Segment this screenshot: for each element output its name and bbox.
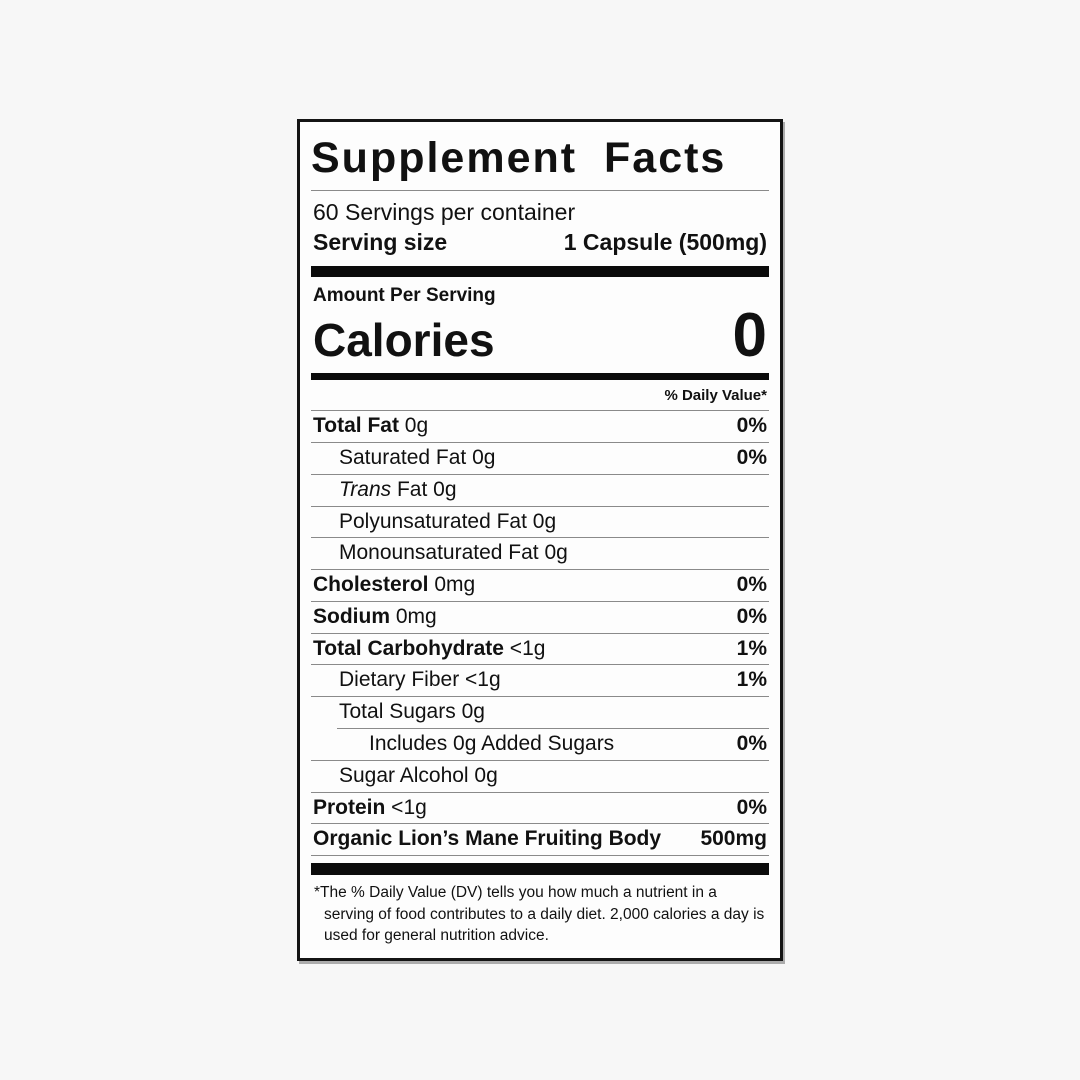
- nutrient-row: Total Carbohydrate <1g 1%: [311, 632, 769, 665]
- nutrient-name: Sodium 0mg: [313, 604, 437, 628]
- medium-divider-bar: [311, 373, 769, 381]
- amount-per-serving-label: Amount Per Serving: [313, 285, 496, 307]
- serving-size-label: Serving size: [313, 229, 448, 256]
- nutrient-row: Polyunsaturated Fat 0g: [311, 505, 769, 538]
- nutrient-name: Trans Fat 0g: [339, 477, 457, 501]
- calories-row: Calories 0: [311, 301, 769, 373]
- footnote-asterisk: *: [314, 883, 321, 901]
- nutrient-row: Dietary Fiber <1g 1%: [311, 664, 769, 696]
- nutrient-name: Saturated Fat 0g: [339, 446, 496, 470]
- nutrient-name: Total Fat 0g: [313, 414, 429, 438]
- nutrient-row: Protein <1g 0%: [311, 791, 769, 824]
- nutrient-daily-value: 0%: [736, 573, 767, 597]
- nutrient-name: Dietary Fiber <1g: [339, 668, 501, 692]
- nutrient-daily-value: 1%: [736, 668, 767, 692]
- nutrient-name: Cholesterol 0mg: [313, 573, 476, 597]
- nutrient-row: Saturated Fat 0g 0%: [311, 442, 769, 474]
- thick-divider-bar-bottom: [311, 862, 769, 875]
- nutrient-name: Includes 0g Added Sugars: [369, 731, 615, 755]
- nutrient-name: Organic Lion’s Mane Fruiting Body: [313, 827, 662, 851]
- nutrient-name: Sugar Alcohol 0g: [339, 763, 498, 787]
- nutrient-row: Sodium 0mg 0%: [311, 600, 769, 633]
- nutrient-daily-value: 0%: [736, 731, 767, 755]
- nutrient-daily-value: 0%: [736, 604, 767, 628]
- nutrient-name: Total Carbohydrate <1g: [313, 636, 546, 660]
- nutrient-daily-value: 1%: [736, 636, 767, 660]
- servings-per-container: 60 Servings per container: [313, 199, 576, 226]
- nutrient-row: Total Fat 0g 0%: [311, 410, 769, 442]
- nutrient-name: Total Sugars 0g: [339, 700, 485, 724]
- thick-divider-bar-top: [311, 266, 769, 278]
- nutrient-row: Monounsaturated Fat 0g: [311, 537, 769, 569]
- nutrient-rows: Total Fat 0g 0% Saturated Fat 0g 0% Trans Fa…: [311, 410, 769, 857]
- daily-value-header: % Daily Value*: [664, 387, 767, 405]
- nutrient-row: Total Sugars 0g: [311, 696, 769, 728]
- nutrient-daily-value: 500mg: [700, 827, 767, 851]
- nutrient-daily-value: 0%: [736, 414, 767, 438]
- supplement-facts-panel: Supplement Facts 60 Servings per contain…: [297, 119, 783, 961]
- calories-label: Calories: [313, 314, 495, 367]
- nutrient-name: Monounsaturated Fat 0g: [339, 541, 568, 565]
- nutrient-name: Polyunsaturated Fat 0g: [339, 509, 557, 533]
- calories-value: 0: [732, 301, 767, 371]
- daily-value-footnote: *The % Daily Value (DV) tells you how mu…: [311, 875, 769, 950]
- nutrient-daily-value: 0%: [736, 795, 767, 819]
- nutrient-name: Protein <1g: [313, 795, 427, 819]
- footnote-text: The % Daily Value (DV) tells you how muc…: [320, 883, 765, 945]
- nutrient-daily-value: 0%: [736, 446, 767, 470]
- nutrient-row: Cholesterol 0mg 0%: [311, 569, 769, 601]
- panel-title: Supplement Facts: [311, 128, 769, 192]
- serving-size-row: Serving size 1 Capsule (500mg): [311, 226, 769, 266]
- nutrient-row: Organic Lion’s Mane Fruiting Body 500mg: [311, 823, 769, 857]
- serving-size-value: 1 Capsule (500mg): [563, 229, 767, 256]
- nutrient-row: Sugar Alcohol 0g: [311, 759, 769, 792]
- nutrient-row: Trans Fat 0g: [311, 473, 769, 506]
- nutrient-row: Includes 0g Added Sugars 0%: [337, 727, 769, 760]
